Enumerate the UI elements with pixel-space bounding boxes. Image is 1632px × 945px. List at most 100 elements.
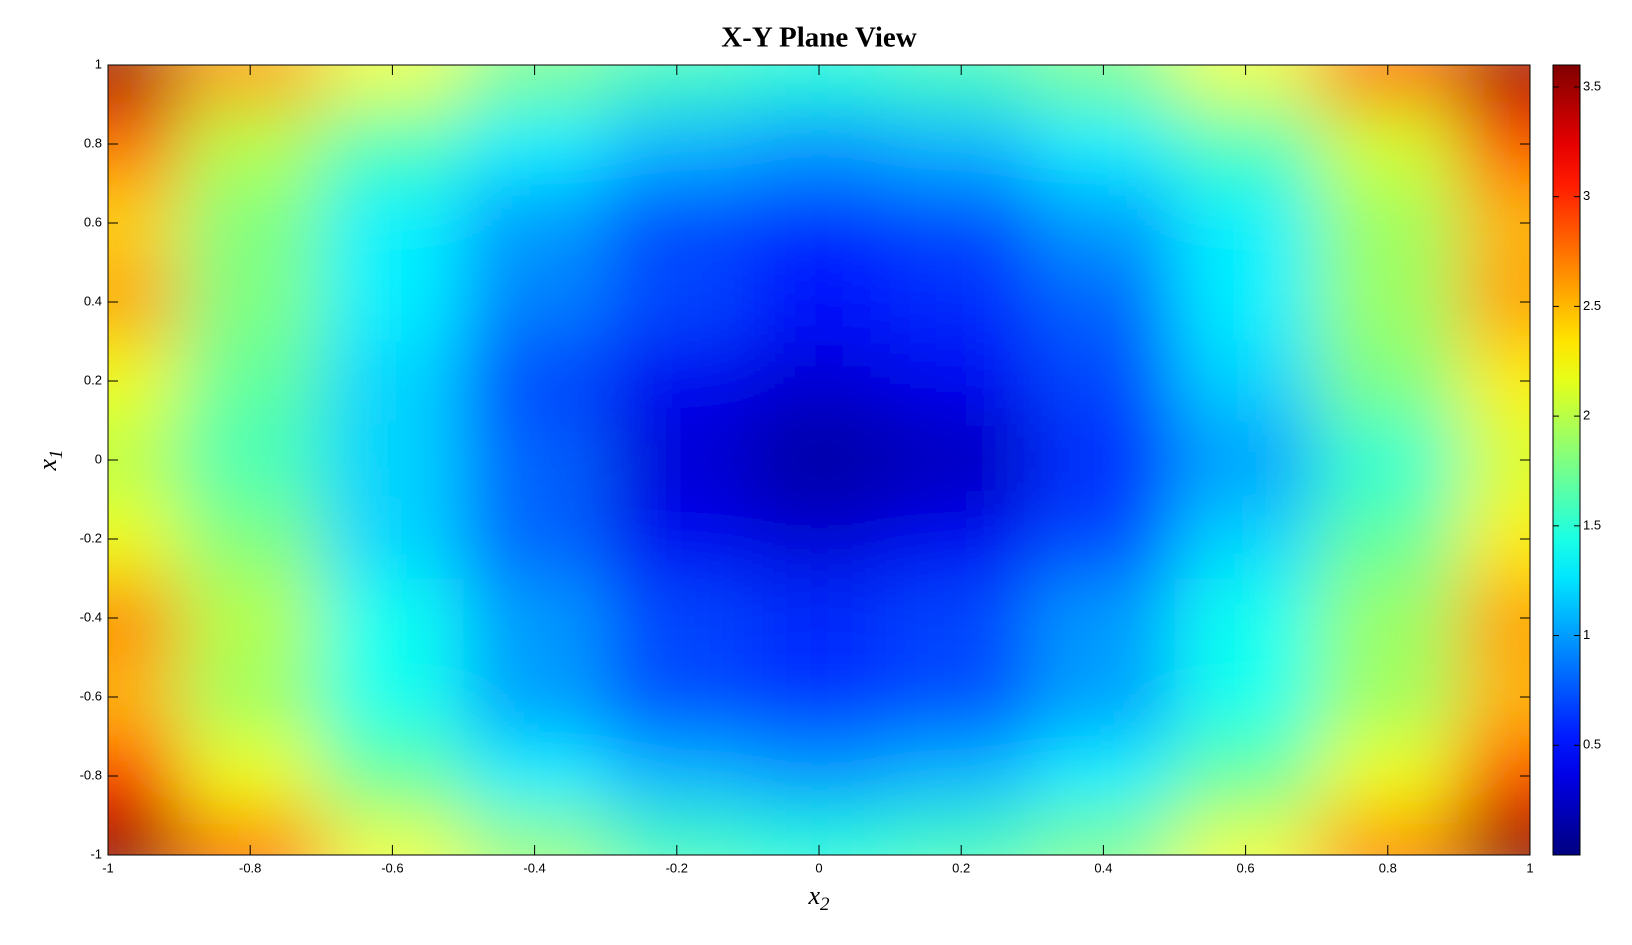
heatmap-cell xyxy=(179,183,323,264)
x-tick-label: -0.2 xyxy=(666,860,688,875)
heatmap-cell xyxy=(463,104,607,185)
heatmap-cell xyxy=(605,104,749,185)
heatmap-cell xyxy=(1316,104,1460,185)
heatmap-cell xyxy=(1316,183,1460,264)
heatmap-cell xyxy=(1032,262,1176,343)
heatmap-cell xyxy=(108,183,181,264)
heatmap-cell xyxy=(1316,499,1460,580)
heatmap-cell xyxy=(1174,262,1318,343)
heatmap-cell xyxy=(108,262,181,343)
heatmap-cell xyxy=(1458,499,1530,580)
y-tick-label: 0.2 xyxy=(84,372,102,387)
heatmap-cell xyxy=(108,499,181,580)
x-axis-label: x2 xyxy=(807,881,830,915)
heatmap-cell xyxy=(1458,262,1530,343)
heatmap-cell xyxy=(1458,104,1530,185)
heatmap-cell xyxy=(108,420,181,501)
heatmap-cell xyxy=(890,420,1034,501)
heatmap-cell xyxy=(1458,736,1530,817)
colorbar-tick-label: 2.5 xyxy=(1583,298,1601,313)
heatmap-cell xyxy=(108,657,181,738)
heatmap-cell xyxy=(1458,420,1530,501)
chart-title: X-Y Plane View xyxy=(721,22,917,54)
heatmap-field xyxy=(108,65,1530,855)
heatmap-cell xyxy=(463,183,607,264)
heatmap-cell xyxy=(1032,657,1176,738)
heatmap-cell xyxy=(321,341,465,422)
heatmap-cell xyxy=(108,578,181,659)
heatmap-cell xyxy=(605,499,749,580)
colorbar-tick-label: 1 xyxy=(1583,627,1590,642)
heatmap-cell xyxy=(605,578,749,659)
y-tick-label: -0.8 xyxy=(80,767,102,782)
heatmap-cell xyxy=(747,341,892,422)
heatmap-cell xyxy=(890,262,1034,343)
heatmap-cell xyxy=(1316,736,1460,817)
y-tick-label: 0.8 xyxy=(84,135,102,150)
heatmap-cell xyxy=(1032,104,1176,185)
heatmap-cell xyxy=(1174,499,1318,580)
heatmap-cell xyxy=(321,578,465,659)
heatmap-cell xyxy=(321,420,465,501)
heatmap-cell xyxy=(890,104,1034,185)
heatmap-cell xyxy=(605,65,749,106)
heatmap-cell xyxy=(1458,578,1530,659)
heatmap-cell xyxy=(463,341,607,422)
heatmap-cell xyxy=(890,578,1034,659)
heatmap-cell xyxy=(463,499,607,580)
heatmap-cell xyxy=(605,183,749,264)
heatmap-cell xyxy=(108,104,181,185)
heatmap-cell xyxy=(747,420,892,501)
heatmap-cell xyxy=(179,578,323,659)
heatmap-cell xyxy=(890,736,1034,817)
x-axis-label-subscript: 2 xyxy=(820,894,830,915)
colorbar-tick-label: 0.5 xyxy=(1583,737,1601,752)
heatmap-cell xyxy=(747,499,892,580)
y-axis-label-text: x xyxy=(33,459,62,472)
heatmap-cell xyxy=(1174,420,1318,501)
x-tick-label: 0 xyxy=(815,860,822,875)
y-tick-label: -1 xyxy=(90,846,102,861)
heatmap-cell xyxy=(890,341,1034,422)
heatmap-cell xyxy=(605,815,749,855)
heatmap-cell xyxy=(605,657,749,738)
heatmap-cell xyxy=(747,183,892,264)
heatmap-cell xyxy=(321,657,465,738)
heatmap-cell xyxy=(463,420,607,501)
heatmap-cell xyxy=(321,499,465,580)
x-tick-label: -0.8 xyxy=(239,860,261,875)
x-tick-label: 0.6 xyxy=(1237,860,1255,875)
heatmap-cell xyxy=(321,262,465,343)
heatmap-cell xyxy=(179,104,323,185)
x-tick-label: -0.4 xyxy=(523,860,545,875)
x-tick-label: 0.2 xyxy=(952,860,970,875)
heatmap-cell xyxy=(1032,578,1176,659)
y-axis-label-subscript: 1 xyxy=(46,449,67,459)
heatmap-cell xyxy=(463,578,607,659)
heatmap-cell xyxy=(321,183,465,264)
heatmap-cell xyxy=(179,657,323,738)
colorbar-tick-label: 1.5 xyxy=(1583,517,1601,532)
x-axis-label-text: x xyxy=(807,881,820,910)
heatmap-cell xyxy=(1458,657,1530,738)
heatmap-cell xyxy=(108,736,181,817)
y-tick-label: 0 xyxy=(95,451,102,466)
heatmap-cell xyxy=(1458,65,1530,106)
heatmap-cell xyxy=(1458,341,1530,422)
x-tick-label: -0.6 xyxy=(381,860,403,875)
heatmap-cell xyxy=(321,104,465,185)
heatmap-cell xyxy=(1174,341,1318,422)
heatmap-cell xyxy=(1316,578,1460,659)
heatmap-cell xyxy=(1316,341,1460,422)
heatmap-cell xyxy=(1316,262,1460,343)
heatmap-cell xyxy=(108,65,181,106)
heatmap-cell xyxy=(321,736,465,817)
y-tick-label: -0.2 xyxy=(80,530,102,545)
x-tick-label: 1 xyxy=(1526,860,1533,875)
y-tick-label: -0.6 xyxy=(80,688,102,703)
heatmap-cell xyxy=(605,341,749,422)
heatmap-cell xyxy=(605,736,749,817)
heatmap-cell xyxy=(179,262,323,343)
heatmap-cell xyxy=(1174,578,1318,659)
